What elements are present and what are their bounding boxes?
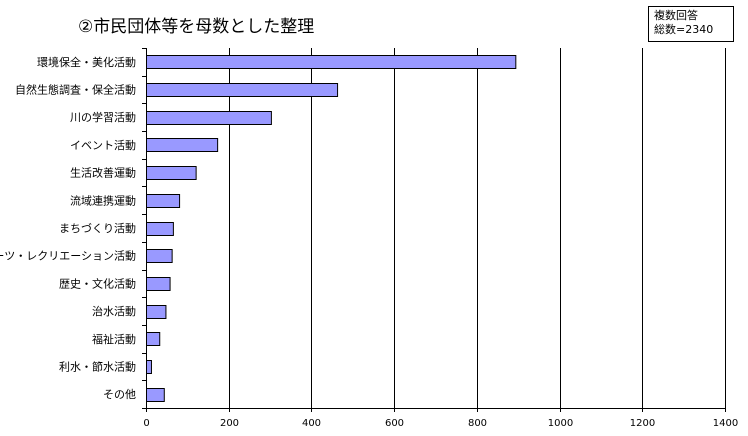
- category-label: 環境保全・美化活動: [37, 55, 136, 69]
- x-tick-label: 1200: [630, 418, 655, 429]
- x-tick-label: 1000: [548, 418, 573, 429]
- category-label: 生活改善運動: [70, 166, 136, 180]
- x-tick-label: 400: [302, 418, 321, 429]
- chart-title: ②市民団体等を母数とした整理: [78, 17, 315, 37]
- bar: [146, 305, 167, 319]
- bar: [146, 111, 272, 125]
- category-label: 福祉活動: [92, 332, 136, 346]
- x-tick-label: 0: [143, 418, 149, 429]
- bar: [146, 360, 152, 374]
- x-tick-label: 800: [468, 418, 487, 429]
- category-label: まちづくり活動: [59, 221, 136, 235]
- note-line-1: 複数回答: [654, 9, 698, 22]
- bar: [146, 166, 197, 180]
- bar: [146, 277, 171, 291]
- bar: [146, 55, 517, 69]
- category-label: 歴史・文化活動: [59, 276, 136, 290]
- category-label: 治水活動: [92, 304, 136, 318]
- category-label: 川の学習活動: [70, 110, 136, 124]
- category-label: 自然生態調査・保全活動: [15, 83, 136, 97]
- category-label: 流域連携運動: [70, 193, 136, 207]
- bar: [146, 249, 173, 263]
- note-line-2: 総数=2340: [654, 23, 714, 36]
- bar: [146, 388, 165, 402]
- bar: [146, 222, 174, 236]
- x-tick-label: 600: [385, 418, 404, 429]
- category-label: その他: [103, 388, 136, 401]
- response-note-box: 複数回答 総数=2340: [648, 6, 734, 42]
- bar: [146, 194, 181, 208]
- bar: [146, 138, 219, 152]
- category-label: スポーツ・レクリエーション活動: [0, 249, 136, 263]
- x-tick-label: 1400: [713, 418, 738, 429]
- category-label: 利水・節水活動: [59, 359, 136, 373]
- category-label: イベント活動: [70, 138, 136, 152]
- x-tick-label: 200: [220, 418, 239, 429]
- bar: [146, 83, 339, 97]
- bar: [146, 332, 161, 346]
